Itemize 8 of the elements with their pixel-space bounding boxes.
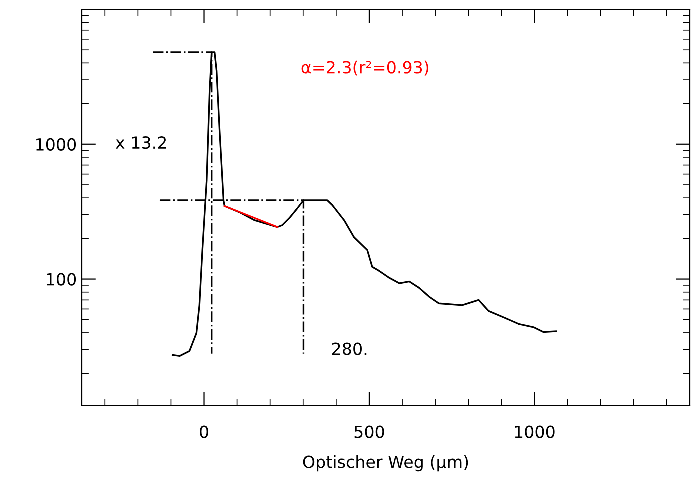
annotation: α=2.3(r²=0.93)	[302, 60, 429, 76]
x-tick-label: 1000	[515, 426, 555, 438]
x-tick-label: 0	[200, 426, 208, 438]
x-tick-label: 500	[354, 426, 384, 438]
annotation: x 13.2	[116, 136, 166, 150]
x-axis-title: Optischer Weg (µm)	[303, 455, 468, 472]
y-tick-label: 100	[47, 273, 76, 286]
annotation: 280.	[332, 342, 367, 356]
